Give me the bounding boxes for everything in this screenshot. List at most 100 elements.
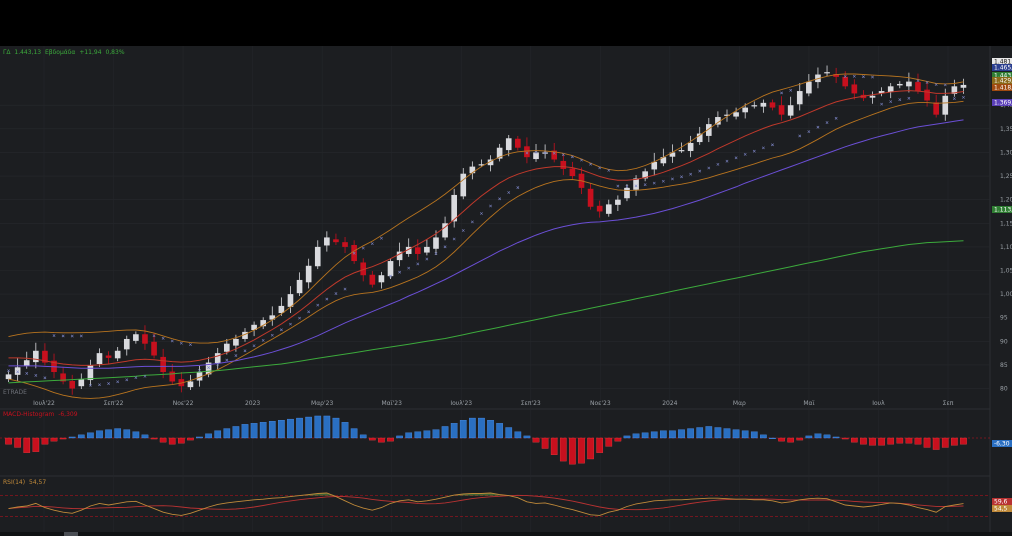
candle-body — [160, 356, 166, 373]
header-symbol: ΓΔ — [3, 49, 11, 56]
macd-bar — [278, 419, 285, 439]
macd-bar — [523, 435, 531, 439]
psar-marker — [334, 292, 338, 295]
candle-body — [560, 160, 567, 169]
psar-marker — [943, 83, 947, 87]
header-change-pct: 0,83% — [105, 49, 124, 56]
candle-body — [887, 86, 894, 92]
psar-marker — [225, 358, 229, 362]
candle-body — [687, 143, 694, 152]
time-tick-label: Νοε'23 — [590, 400, 611, 407]
macd-label: MACD-Histogram -6,309 — [3, 411, 78, 418]
macd-bar — [341, 422, 349, 439]
rsi-overbought-fill — [8, 493, 964, 496]
psar-marker — [307, 310, 311, 314]
macd-bar — [332, 417, 340, 439]
macd-bar — [96, 430, 103, 439]
macd-bar — [77, 434, 85, 439]
macd-bar — [869, 437, 876, 446]
macd-bar — [887, 437, 895, 445]
psar-marker — [298, 316, 301, 320]
macd-bar — [714, 427, 722, 439]
time-tick-label: Μαϊ — [803, 400, 814, 407]
psar-marker — [798, 134, 802, 138]
candle-body — [451, 194, 457, 222]
ma-red-line — [8, 90, 964, 366]
macd-bar — [32, 437, 40, 452]
psar-marker — [61, 334, 65, 338]
psar-marker — [789, 88, 793, 92]
psar-marker — [325, 297, 329, 301]
psar-marker — [443, 245, 447, 249]
candle-body — [387, 261, 394, 277]
price-badge-label: 1.481 — [994, 59, 1011, 66]
psar-marker — [752, 149, 756, 153]
candle-body — [214, 353, 221, 364]
psar-marker — [70, 334, 74, 338]
psar-marker — [534, 150, 538, 154]
candle-body — [524, 146, 530, 158]
psar-marker — [125, 378, 129, 382]
psar-marker — [543, 151, 547, 155]
stock-chart[interactable]: -6,30 59,654,5 1,401,351,301,251,201,151… — [0, 46, 1012, 536]
macd-bar — [696, 427, 704, 439]
time-tick-label: 2024 — [662, 400, 677, 407]
macd-bar — [487, 419, 494, 439]
macd-badge — [992, 440, 1012, 447]
macd-bar — [305, 416, 312, 439]
psar-marker — [561, 153, 565, 157]
candle-body — [424, 246, 430, 253]
candle-body — [633, 178, 639, 190]
header-info: ΓΔ 1.443,13 Εβδομάδα +11,94 0,83% — [3, 49, 125, 56]
scrollbar-track — [0, 532, 1012, 536]
candle-body — [833, 74, 839, 77]
psar-marker — [689, 172, 693, 176]
rsi-ma-line — [8, 494, 964, 511]
macd-bar — [159, 437, 167, 443]
candle-body — [14, 367, 21, 375]
scrollbar-thumb[interactable] — [64, 532, 78, 536]
macd-bar — [378, 437, 385, 443]
candle-body — [378, 275, 385, 283]
candle-body — [705, 124, 712, 136]
rsi-title: RSI(14) — [3, 479, 25, 486]
macd-bar — [132, 431, 140, 439]
time-tick-label: 2023 — [245, 400, 260, 407]
time-tick-label: Σεπ — [943, 400, 954, 407]
psar-marker — [862, 75, 865, 79]
candle-body — [396, 251, 403, 261]
macd-value: -6,309 — [58, 411, 78, 418]
psar-marker — [25, 371, 29, 375]
macd-bar — [923, 437, 931, 448]
psar-marker — [834, 116, 838, 120]
time-tick-label: Μαρ — [733, 400, 746, 407]
psar-marker — [898, 98, 902, 102]
psar-marker — [580, 158, 583, 162]
psar-marker — [507, 191, 511, 194]
macd-bar — [550, 437, 558, 455]
psar-marker — [707, 166, 711, 170]
macd-bar — [68, 436, 76, 439]
macd-bar — [632, 433, 640, 439]
psar-marker — [252, 344, 256, 348]
psar-marker — [170, 339, 174, 343]
candle-body — [515, 138, 521, 148]
candle-body — [342, 242, 348, 247]
macd-badge-label: -6,30 — [994, 441, 1010, 448]
candle-body — [915, 82, 921, 92]
psar-marker — [552, 151, 556, 155]
candle-body — [924, 89, 930, 101]
macd-bar — [823, 434, 831, 439]
macd-bar — [323, 415, 331, 439]
rsi-value: 54,57 — [29, 479, 46, 486]
candle-body — [751, 105, 758, 107]
candle-body — [287, 294, 294, 307]
price-badge-label: 1.443,1 — [994, 73, 1012, 80]
psar-marker — [79, 334, 83, 338]
macd-bar — [960, 437, 967, 445]
macd-bar — [796, 437, 804, 441]
chart-area[interactable]: -6,30 59,654,5 1,401,351,301,251,201,151… — [0, 46, 1012, 536]
macd-bar — [250, 423, 258, 439]
macd-bar — [123, 429, 131, 439]
psar-marker — [161, 336, 165, 340]
